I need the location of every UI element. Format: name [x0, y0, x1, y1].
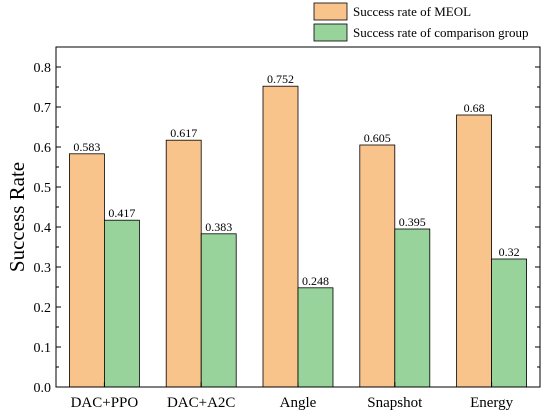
- data-label: 0.395: [399, 215, 426, 229]
- plot-frame: [55, 46, 541, 388]
- x-tick-label: DAC+PPO: [71, 395, 139, 411]
- bar-comparison-3: [394, 228, 431, 388]
- x-axis: DAC+PPO DAC+A2C Angle Snapshot Energy: [71, 382, 514, 411]
- legend-swatch: [313, 23, 348, 42]
- y-tick-label: 0.8: [34, 61, 52, 76]
- y-tick-label: 0.0: [34, 381, 52, 396]
- bar-comparison-4: [491, 258, 528, 388]
- data-labels-layer: 0.583 0.617 0.752 0.605 0.68 0.417 0.383 0.248 0…: [73, 72, 519, 288]
- legend-label: Success rate of MEOL: [353, 4, 471, 19]
- y-tick-label: 0.2: [34, 301, 52, 316]
- data-label: 0.383: [205, 220, 232, 234]
- bar-meol-0: [69, 153, 105, 388]
- bar-comparison-0: [104, 219, 140, 388]
- y-axis: 0.0 0.1 0.2 0.3 0.4 0.5 0.6 0.7 0.8: [34, 61, 540, 396]
- y-tick-label: 0.1: [34, 341, 52, 356]
- legend-swatch: [313, 2, 348, 21]
- x-tick-label: Angle: [280, 395, 317, 411]
- bar-comparison-2: [297, 287, 334, 388]
- legend: Success rate of MEOL Success rate of comp…: [313, 2, 528, 42]
- x-tick-label: Snapshot: [367, 395, 423, 411]
- bar-meol-3: [359, 144, 396, 388]
- data-label: 0.32: [499, 245, 520, 259]
- data-label: 0.605: [364, 131, 391, 145]
- data-label: 0.583: [73, 140, 100, 154]
- data-label: 0.248: [302, 274, 329, 288]
- x-tick-label: DAC+A2C: [167, 395, 235, 411]
- data-label: 0.417: [108, 206, 135, 220]
- y-tick-label: 0.4: [34, 221, 52, 236]
- data-label: 0.752: [267, 72, 294, 86]
- bar-comparison-1: [200, 233, 237, 388]
- data-label: 0.617: [170, 126, 197, 140]
- x-tick-label: Energy: [470, 395, 514, 411]
- legend-label: Success rate of comparison group: [353, 25, 528, 40]
- y-tick-label: 0.5: [34, 181, 52, 196]
- y-tick-label: 0.3: [34, 261, 52, 276]
- bar-meol-4: [456, 114, 493, 388]
- data-label: 0.68: [464, 101, 485, 115]
- bar-meol-1: [165, 139, 202, 388]
- y-tick-label: 0.7: [34, 101, 52, 116]
- y-tick-label: 0.6: [34, 141, 52, 156]
- bar-meol-2: [262, 85, 299, 388]
- y-axis-title: Success Rate: [5, 162, 29, 272]
- bars-layer: [69, 85, 528, 388]
